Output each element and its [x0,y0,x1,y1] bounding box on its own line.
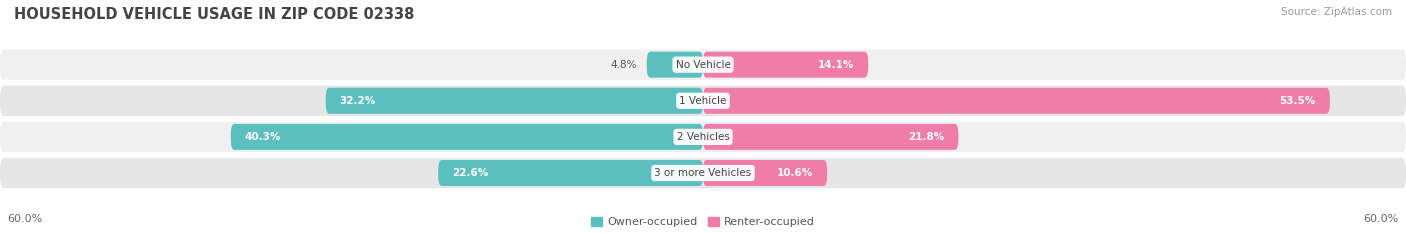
Text: 21.8%: 21.8% [908,132,945,142]
Text: 10.6%: 10.6% [778,168,813,178]
FancyBboxPatch shape [703,160,827,186]
Legend: Owner-occupied, Renter-occupied: Owner-occupied, Renter-occupied [592,217,814,227]
Text: 60.0%: 60.0% [1364,214,1399,224]
Text: 40.3%: 40.3% [245,132,281,142]
FancyBboxPatch shape [647,52,703,78]
FancyBboxPatch shape [703,88,1330,114]
FancyBboxPatch shape [703,52,868,78]
Text: 22.6%: 22.6% [453,168,488,178]
Text: 32.2%: 32.2% [340,96,375,106]
Text: 60.0%: 60.0% [7,214,42,224]
FancyBboxPatch shape [0,122,1406,152]
FancyBboxPatch shape [0,158,1406,188]
Text: HOUSEHOLD VEHICLE USAGE IN ZIP CODE 02338: HOUSEHOLD VEHICLE USAGE IN ZIP CODE 0233… [14,7,415,22]
Text: 2 Vehicles: 2 Vehicles [676,132,730,142]
FancyBboxPatch shape [0,49,1406,80]
Text: 53.5%: 53.5% [1279,96,1316,106]
FancyBboxPatch shape [0,86,1406,116]
FancyBboxPatch shape [703,124,959,150]
FancyBboxPatch shape [326,88,703,114]
FancyBboxPatch shape [231,124,703,150]
Text: Source: ZipAtlas.com: Source: ZipAtlas.com [1281,7,1392,17]
Text: 14.1%: 14.1% [818,60,855,70]
Text: 3 or more Vehicles: 3 or more Vehicles [654,168,752,178]
Text: No Vehicle: No Vehicle [675,60,731,70]
FancyBboxPatch shape [439,160,703,186]
Text: 4.8%: 4.8% [610,60,637,70]
Text: 1 Vehicle: 1 Vehicle [679,96,727,106]
